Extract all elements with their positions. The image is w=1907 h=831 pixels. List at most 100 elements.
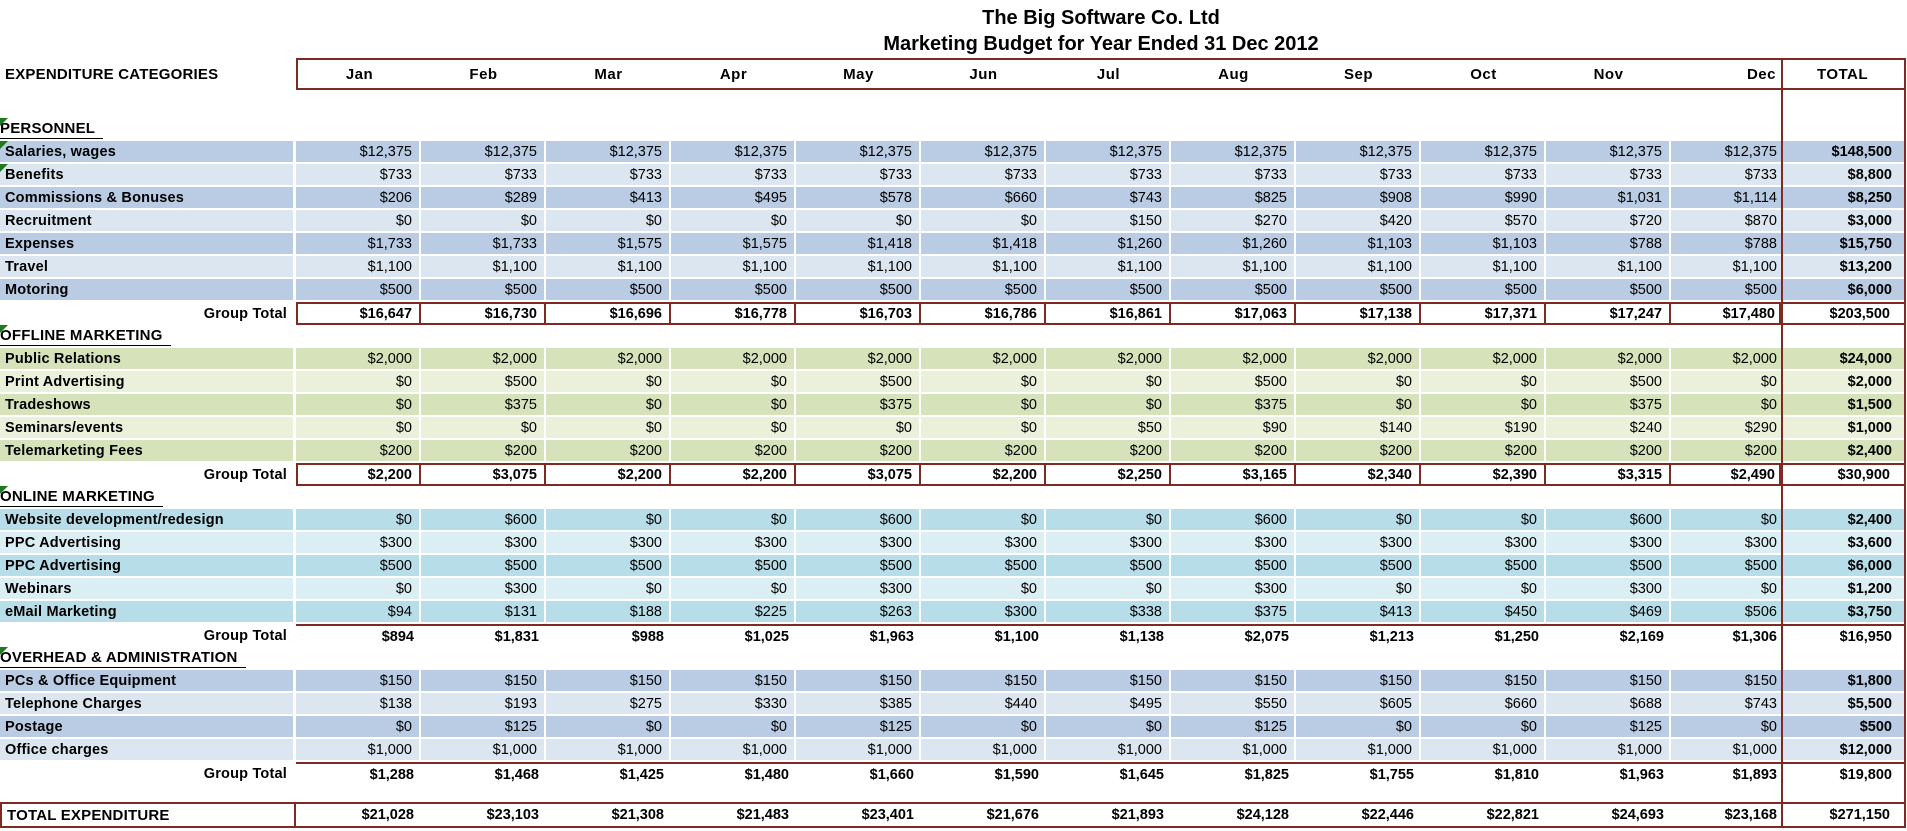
cell-value[interactable]: $375	[1171, 601, 1296, 624]
cell-value[interactable]: $12,375	[1546, 141, 1671, 164]
cell-value[interactable]: $500	[1171, 371, 1296, 394]
cell-value[interactable]: $500	[546, 279, 671, 302]
cell-value[interactable]: $1,000	[921, 739, 1046, 762]
cell-value[interactable]: $12,375	[1171, 141, 1296, 164]
cell-value[interactable]: $0	[796, 417, 921, 440]
cell-value[interactable]: $193	[421, 693, 546, 716]
total-expenditure-value[interactable]: $21,308	[546, 802, 671, 828]
group-total-value[interactable]: $1,963	[796, 624, 921, 647]
group-total-label[interactable]: Group Total	[0, 762, 296, 785]
row-label[interactable]: Tradeshows	[0, 394, 296, 417]
cell-value[interactable]: $1,100	[921, 256, 1046, 279]
cell-value[interactable]: $1,100	[421, 256, 546, 279]
cell-value[interactable]: $12,375	[671, 141, 796, 164]
cell-value[interactable]: $1,000	[1171, 739, 1296, 762]
group-total-value[interactable]: $1,893	[1671, 762, 1781, 785]
cell-value[interactable]: $150	[921, 670, 1046, 693]
cell-value[interactable]: $0	[921, 716, 1046, 739]
row-label[interactable]: Recruitment	[0, 210, 296, 233]
cell-value[interactable]: $0	[1421, 716, 1546, 739]
row-total-value[interactable]: $1,200	[1781, 578, 1906, 601]
group-total-label[interactable]: Group Total	[0, 624, 296, 647]
group-total-value[interactable]: $17,371	[1421, 302, 1546, 325]
cell-value[interactable]: $150	[796, 670, 921, 693]
cell-value[interactable]: $0	[1296, 716, 1421, 739]
cell-value[interactable]: $300	[796, 532, 921, 555]
cell-value[interactable]: $1,000	[1421, 739, 1546, 762]
cell-value[interactable]: $1,100	[796, 256, 921, 279]
cell-value[interactable]: $500	[1296, 279, 1421, 302]
month-header-apr[interactable]: Apr	[671, 58, 796, 90]
cell-value[interactable]: $150	[1046, 670, 1171, 693]
cell-value[interactable]: $413	[546, 187, 671, 210]
cell-value[interactable]: $225	[671, 601, 796, 624]
total-expenditure-label[interactable]: TOTAL EXPENDITURE	[0, 802, 296, 828]
cell-value[interactable]: $12,375	[1421, 141, 1546, 164]
total-expenditure-value[interactable]: $22,446	[1296, 802, 1421, 828]
month-header-jul[interactable]: Jul	[1046, 58, 1171, 90]
cell-value[interactable]: $300	[1171, 532, 1296, 555]
cell-value[interactable]: $720	[1546, 210, 1671, 233]
cell-value[interactable]: $188	[546, 601, 671, 624]
cell-value[interactable]: $500	[421, 279, 546, 302]
group-total-total[interactable]: $16,950	[1781, 624, 1906, 647]
cell-value[interactable]: $570	[1421, 210, 1546, 233]
cell-value[interactable]: $825	[1171, 187, 1296, 210]
row-label[interactable]: Commissions & Bonuses	[0, 187, 296, 210]
group-total-value[interactable]: $2,200	[546, 463, 671, 486]
cell-value[interactable]: $0	[1421, 371, 1546, 394]
cell-value[interactable]: $495	[1046, 693, 1171, 716]
cell-value[interactable]: $0	[921, 210, 1046, 233]
group-total-value[interactable]: $1,825	[1171, 762, 1296, 785]
cell-value[interactable]: $550	[1171, 693, 1296, 716]
cell-value[interactable]: $2,000	[921, 348, 1046, 371]
group-total-value[interactable]: $3,075	[421, 463, 546, 486]
cell-value[interactable]: $733	[1546, 164, 1671, 187]
cell-value[interactable]: $2,000	[671, 348, 796, 371]
cell-value[interactable]: $1,575	[546, 233, 671, 256]
cell-value[interactable]: $506	[1671, 601, 1781, 624]
cell-value[interactable]: $0	[1296, 371, 1421, 394]
group-total-value[interactable]: $1,250	[1421, 624, 1546, 647]
row-total-value[interactable]: $2,400	[1781, 509, 1906, 532]
cell-value[interactable]: $200	[1296, 440, 1421, 463]
cell-value[interactable]: $440	[921, 693, 1046, 716]
cell-value[interactable]: $1,000	[546, 739, 671, 762]
cell-value[interactable]: $500	[421, 555, 546, 578]
cell-value[interactable]: $150	[296, 670, 421, 693]
cell-value[interactable]: $733	[546, 164, 671, 187]
cell-value[interactable]: $733	[1171, 164, 1296, 187]
cell-value[interactable]: $300	[1296, 532, 1421, 555]
group-total-value[interactable]: $1,425	[546, 762, 671, 785]
row-label[interactable]: Webinars	[0, 578, 296, 601]
cell-value[interactable]: $1,100	[1046, 256, 1171, 279]
total-expenditure-value[interactable]: $23,168	[1671, 802, 1781, 828]
cell-value[interactable]: $500	[1046, 555, 1171, 578]
cell-value[interactable]: $733	[1296, 164, 1421, 187]
cell-value[interactable]: $200	[1671, 440, 1781, 463]
cell-value[interactable]: $200	[546, 440, 671, 463]
cell-value[interactable]: $1,000	[1546, 739, 1671, 762]
group-total-total[interactable]: $30,900	[1781, 463, 1906, 486]
cell-value[interactable]: $300	[296, 532, 421, 555]
cell-value[interactable]: $870	[1671, 210, 1781, 233]
cell-value[interactable]: $0	[546, 578, 671, 601]
cell-value[interactable]: $200	[1171, 440, 1296, 463]
cell-value[interactable]: $500	[1671, 555, 1781, 578]
cell-value[interactable]: $0	[671, 417, 796, 440]
cell-value[interactable]: $600	[796, 509, 921, 532]
cell-value[interactable]: $200	[671, 440, 796, 463]
row-total-value[interactable]: $24,000	[1781, 348, 1906, 371]
cell-value[interactable]: $270	[1171, 210, 1296, 233]
section-header-cell[interactable]: ONLINE MARKETING	[0, 486, 671, 509]
month-header-jun[interactable]: Jun	[921, 58, 1046, 90]
cell-value[interactable]: $1,000	[421, 739, 546, 762]
cell-value[interactable]: $733	[421, 164, 546, 187]
cell-value[interactable]: $150	[1296, 670, 1421, 693]
cell-value[interactable]: $1,000	[1671, 739, 1781, 762]
cell-value[interactable]: $300	[1546, 532, 1671, 555]
group-total-value[interactable]: $2,169	[1546, 624, 1671, 647]
group-total-value[interactable]: $3,075	[796, 463, 921, 486]
cell-value[interactable]: $500	[671, 555, 796, 578]
row-label[interactable]: Expenses	[0, 233, 296, 256]
